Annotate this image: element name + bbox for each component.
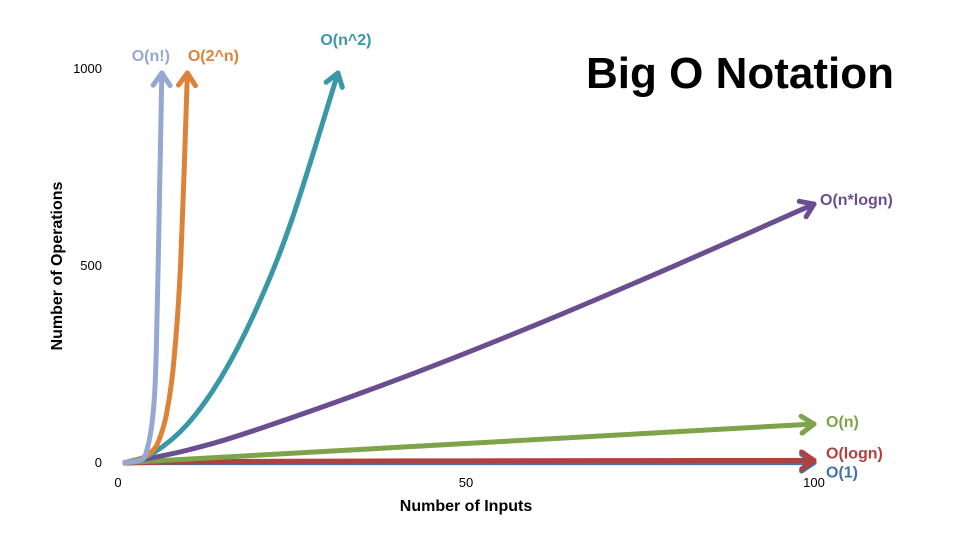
series-line-o-logn <box>122 457 817 466</box>
series-labels: O(1) O(logn) O(n) O(n*logn) O(n^2) O(2^n) O(n!… <box>132 32 893 482</box>
arrowhead-o-n <box>798 413 817 436</box>
series-label-o-n: O(n!) <box>132 48 170 65</box>
x-tick-50: 50 <box>459 475 473 490</box>
series-label-o-1: O(1) <box>826 465 858 482</box>
arrowhead-o-n-logn <box>796 198 817 220</box>
x-axis-ticks: 0 50 100 <box>114 475 824 490</box>
y-tick-1000: 1000 <box>73 61 102 76</box>
series-label-o-logn: O(logn) <box>826 445 883 462</box>
y-axis-title: Number of Operations <box>49 181 66 350</box>
arrowhead-o-2-n <box>175 70 198 89</box>
series-line-o-n <box>122 70 165 466</box>
series-label-o-2-n: O(2^n) <box>188 48 239 65</box>
series-line-o-n-logn <box>122 201 817 466</box>
series-label-o-n: O(n) <box>826 414 859 431</box>
y-axis-ticks: 0 500 1000 <box>73 61 102 470</box>
x-axis-title: Number of Inputs <box>400 498 533 515</box>
series-label-o-n-2: O(n^2) <box>320 32 371 49</box>
chart-title: Big O Notation <box>586 49 894 98</box>
x-tick-0: 0 <box>114 475 121 490</box>
y-tick-500: 500 <box>80 258 102 273</box>
y-tick-0: 0 <box>95 455 102 470</box>
arrowhead-o-n <box>150 70 173 89</box>
series-line-o-n <box>122 421 817 466</box>
x-tick-100: 100 <box>803 475 825 490</box>
series-layer <box>122 70 817 474</box>
arrowhead-o-n-2 <box>323 70 345 90</box>
series-label-o-n-logn: O(n*logn) <box>820 192 893 209</box>
arrowhead-o-logn <box>799 449 817 472</box>
